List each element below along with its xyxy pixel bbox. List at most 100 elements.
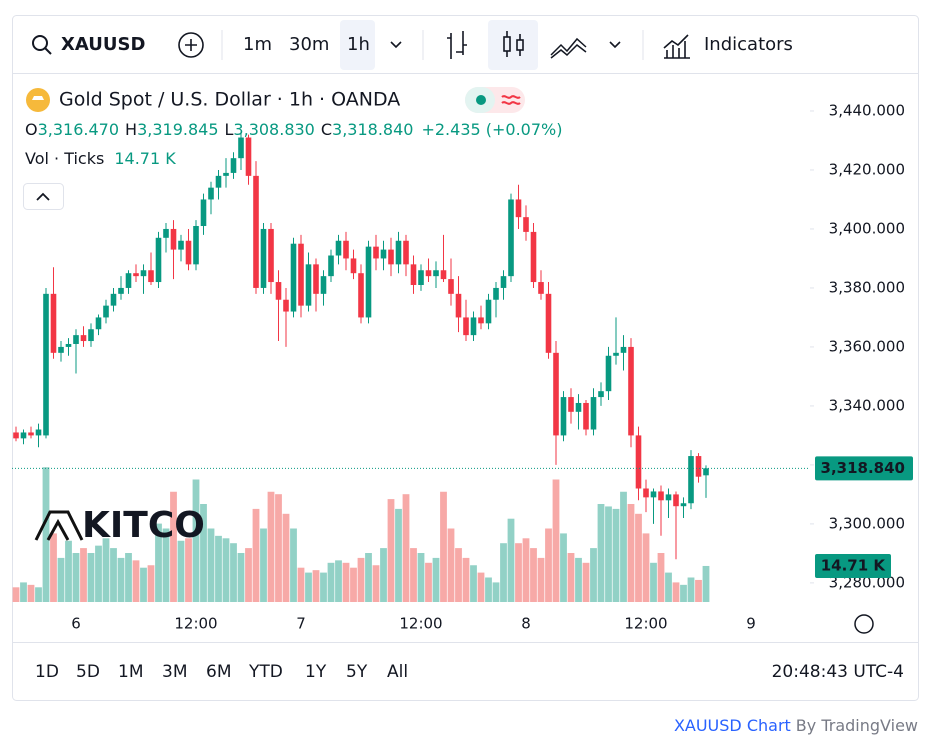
interval[interactable]: 1m: [243, 34, 272, 55]
settings-icon[interactable]: [854, 614, 874, 634]
candle-body: [560, 397, 567, 436]
candle-body: [418, 270, 424, 285]
volume-bar: [530, 548, 537, 602]
volume-bar: [267, 491, 275, 602]
range-button[interactable]: 5Y: [346, 662, 368, 682]
volume-bar: [87, 553, 95, 602]
candle-body: [110, 293, 117, 306]
volume-bar: [162, 528, 170, 602]
candle-body: [613, 352, 619, 356]
candle-body: [463, 317, 469, 336]
axes: 3,280.0003,300.0003,320.0003,340.0003,36…: [71, 101, 913, 633]
candle-body: [13, 432, 19, 439]
candle-body: [335, 240, 342, 256]
volume-bar: [410, 548, 417, 602]
watermark-logo: [34, 510, 84, 541]
volume-bar: [357, 557, 365, 602]
bars-icon[interactable]: [447, 31, 467, 59]
range-button[interactable]: 1M: [118, 662, 143, 682]
volume-bar: [365, 553, 372, 602]
candle-body: [185, 240, 192, 265]
candle-body: [545, 293, 552, 353]
volume-bar: [147, 565, 155, 602]
candle-body: [455, 293, 462, 318]
candle-body: [523, 217, 529, 232]
volume-bar: [672, 582, 680, 602]
interval-menu[interactable]: [390, 41, 402, 49]
candle-body: [440, 270, 447, 280]
range-button[interactable]: 1D: [35, 662, 59, 682]
range-button[interactable]: YTD: [248, 662, 283, 682]
footer-link[interactable]: XAUUSD Chart: [674, 716, 791, 735]
volume-legend: Vol · Ticks 14.71 K: [25, 149, 176, 168]
candle-body: [703, 468, 709, 476]
volume-bar: [27, 584, 35, 602]
volume-bar: [590, 548, 597, 602]
area-icon[interactable]: [550, 37, 587, 59]
volume-bar: [290, 528, 297, 602]
collapse-arrow[interactable]: [36, 192, 50, 201]
volume-bar: [200, 504, 207, 602]
candles-icon[interactable]: [503, 31, 524, 57]
volume-bar: [447, 528, 455, 602]
range-button[interactable]: 3M: [162, 662, 187, 682]
compare-button[interactable]: [178, 32, 204, 58]
candle-body: [28, 432, 34, 436]
volume-bar: [215, 535, 222, 602]
volume-bar: [605, 506, 612, 602]
volume-bar: [80, 548, 87, 602]
volume-bar: [177, 540, 185, 602]
range-button[interactable]: All: [387, 662, 408, 682]
y-tick-label: 3,380.000: [829, 278, 905, 296]
indicators-button[interactable]: Indicators: [663, 34, 793, 59]
symbol-search[interactable]: XAUUSD: [32, 34, 145, 55]
volume-bar: [380, 548, 387, 602]
volume-bar: [125, 553, 132, 602]
range-button[interactable]: 1Y: [305, 662, 327, 682]
symbol[interactable]: XAUUSD: [61, 34, 145, 55]
candle-body: [380, 249, 387, 259]
active-interval-bg: [340, 20, 375, 70]
volume-name: Vol · Ticks: [25, 149, 104, 168]
volume-bar: [155, 523, 162, 602]
candle-body: [485, 299, 492, 324]
range-button[interactable]: 6M: [206, 662, 231, 682]
candle-body: [223, 172, 229, 176]
volume-bar: [57, 557, 65, 602]
volume-bar: [537, 557, 545, 602]
volume-bar: [342, 562, 350, 602]
candle-body: [118, 287, 124, 294]
candle-body: [388, 249, 394, 265]
indicators-label[interactable]: Indicators: [704, 34, 793, 55]
candle-body: [155, 237, 162, 283]
watermark: KITCO: [82, 505, 205, 546]
candle-body: [80, 335, 87, 342]
volume-bar: [560, 533, 567, 602]
candle-body: [35, 429, 42, 436]
volume-bar: [597, 504, 605, 602]
chart-type-menu[interactable]: [609, 41, 621, 49]
volume-bar: [567, 553, 575, 602]
candle-body: [583, 402, 589, 430]
candle-body: [695, 456, 702, 477]
candle-body: [148, 270, 154, 283]
volume-bar: [117, 557, 125, 602]
interval[interactable]: 1h: [347, 34, 370, 55]
candle-body: [688, 456, 694, 504]
candles-bg: [488, 20, 538, 70]
candle-body: [620, 346, 627, 353]
symbol-icon-mark: [30, 96, 46, 104]
volume-bar: [222, 538, 230, 602]
volume-badge-label: 14.71 K: [821, 556, 887, 574]
candle-body: [643, 488, 649, 498]
candle-body: [515, 199, 522, 218]
candle-body: [103, 305, 109, 318]
x-tick-label: 9: [746, 615, 756, 633]
interval[interactable]: 30m: [289, 34, 329, 55]
volume-bar: [500, 543, 507, 602]
range-button[interactable]: 5D: [76, 662, 100, 682]
collapse-legend[interactable]: [23, 183, 64, 210]
volume-bar: [635, 513, 642, 602]
candle-body: [50, 293, 57, 353]
volume-bar: [260, 528, 267, 602]
